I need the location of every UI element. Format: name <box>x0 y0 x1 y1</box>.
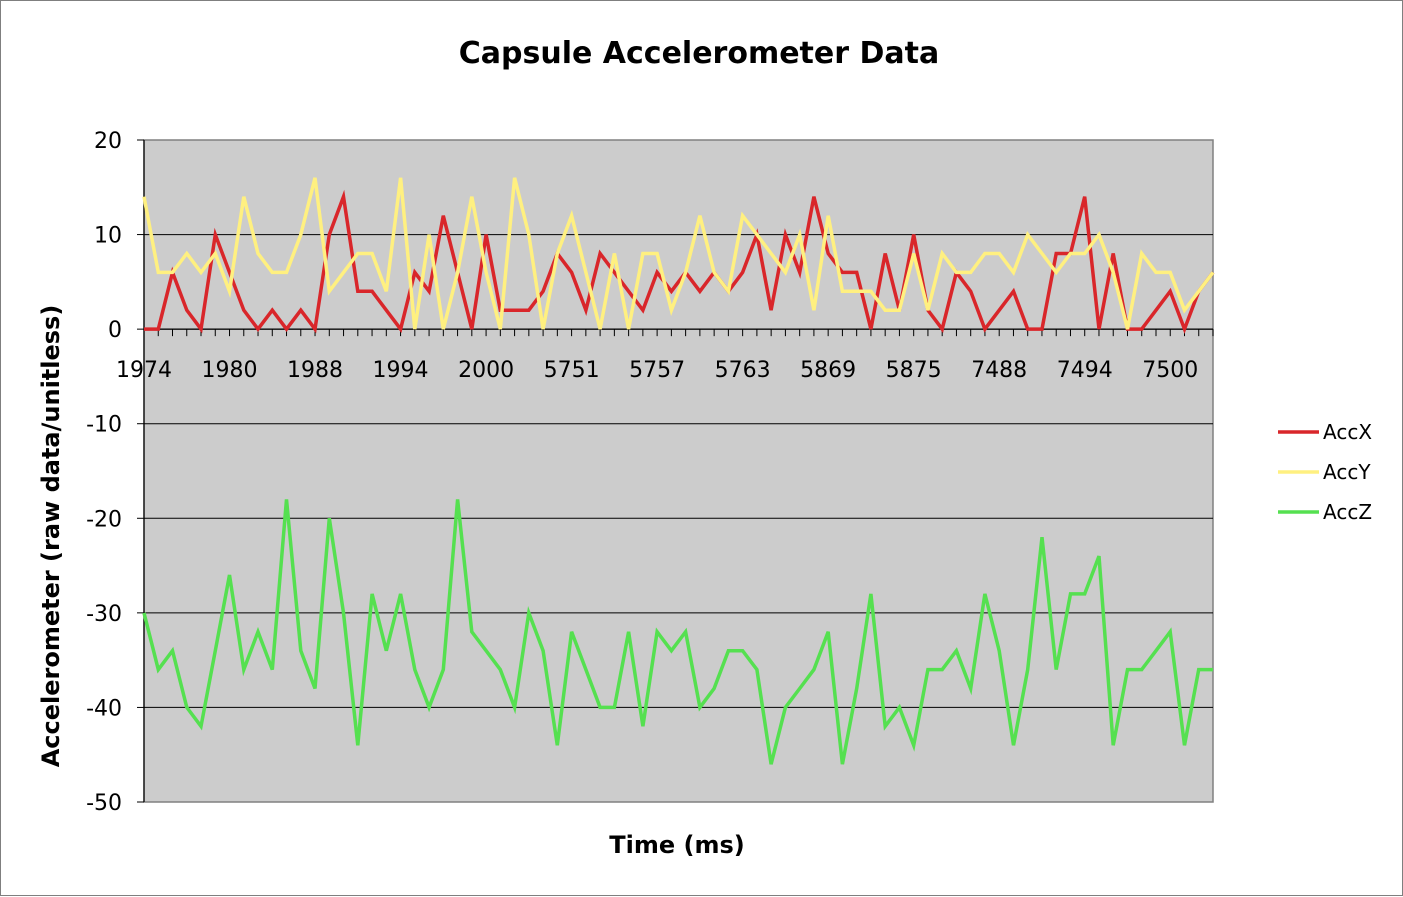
y-tick-label: -50 <box>86 791 122 816</box>
x-tick-label: 1980 <box>202 358 258 383</box>
y-tick-label: -20 <box>86 507 122 532</box>
series-line-accy <box>142 177 1215 330</box>
y-tick-label: -10 <box>86 413 122 438</box>
series-lines <box>142 177 1215 765</box>
x-axis-title: Time (ms) <box>609 831 744 859</box>
x-tick-label: 7500 <box>1142 358 1198 383</box>
legend-label-accx: AccX <box>1323 420 1372 444</box>
y-tick-label: 20 <box>94 129 122 154</box>
x-tick-label: 1988 <box>287 358 343 383</box>
x-tick-label: 5763 <box>715 358 771 383</box>
x-tick-label: 7488 <box>971 358 1027 383</box>
legend-label-accy: AccY <box>1323 460 1371 484</box>
series-line-accz <box>142 499 1213 765</box>
y-tick-label: -40 <box>86 696 122 721</box>
x-tick-label: 2000 <box>458 358 514 383</box>
legend: AccX AccY AccZ <box>1278 420 1372 524</box>
legend-label-accz: AccZ <box>1323 500 1372 524</box>
x-tick-label: 5875 <box>886 358 942 383</box>
chart-title: Capsule Accelerometer Data <box>459 36 939 71</box>
y-axis-title: Accelerometer (raw data/unitless) <box>37 305 65 768</box>
x-tick-label: 7494 <box>1057 358 1113 383</box>
y-axis: 20 10 0 -10 -20 -30 -40 -50 <box>86 129 145 816</box>
x-tick-label: 1994 <box>373 358 429 383</box>
x-tick-label: 5751 <box>544 358 600 383</box>
x-tick-label: 5757 <box>629 358 685 383</box>
x-tick-label: 5869 <box>800 358 856 383</box>
y-tick-label: 10 <box>94 224 122 249</box>
plot-area <box>143 139 1214 803</box>
y-tick-label: -30 <box>86 602 122 627</box>
y-tick-label: 0 <box>108 318 122 343</box>
series-line-accx <box>144 189 1215 335</box>
